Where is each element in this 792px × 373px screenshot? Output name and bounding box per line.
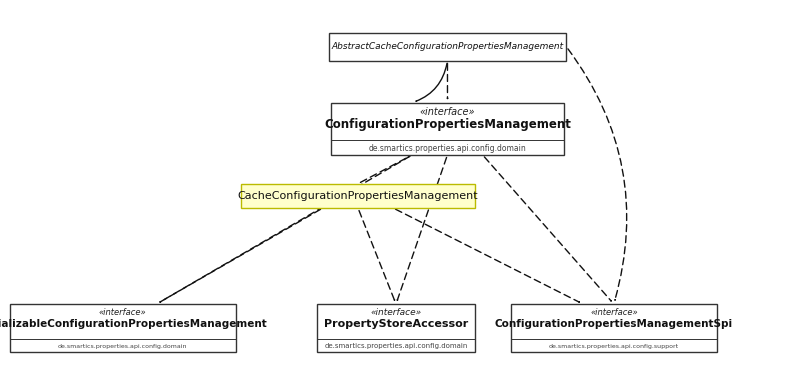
FancyBboxPatch shape [331,103,564,155]
FancyBboxPatch shape [511,304,717,352]
Text: «interface»: «interface» [371,308,421,317]
FancyBboxPatch shape [317,304,475,352]
Text: SerializableConfigurationPropertiesManagement: SerializableConfigurationPropertiesManag… [0,319,267,329]
Text: ConfigurationPropertiesManagementSpi: ConfigurationPropertiesManagementSpi [495,319,733,329]
Text: ConfigurationPropertiesManagement: ConfigurationPropertiesManagement [324,118,571,131]
Text: «interface»: «interface» [99,308,147,317]
FancyBboxPatch shape [241,184,474,208]
Text: de.smartics.properties.api.config.domain: de.smartics.properties.api.config.domain [58,344,188,349]
Text: de.smartics.properties.api.config.domain: de.smartics.properties.api.config.domain [368,144,527,153]
FancyBboxPatch shape [10,304,236,352]
FancyBboxPatch shape [329,32,566,60]
Text: de.smartics.properties.api.config.support: de.smartics.properties.api.config.suppor… [549,344,679,349]
Text: PropertyStoreAccessor: PropertyStoreAccessor [324,319,468,329]
Text: AbstractCacheConfigurationPropertiesManagement: AbstractCacheConfigurationPropertiesMana… [331,42,564,51]
Text: «interface»: «interface» [590,308,638,317]
Text: «interface»: «interface» [420,107,475,117]
Text: de.smartics.properties.api.config.domain: de.smartics.properties.api.config.domain [324,343,468,349]
Text: CacheConfigurationPropertiesManagement: CacheConfigurationPropertiesManagement [238,191,478,201]
